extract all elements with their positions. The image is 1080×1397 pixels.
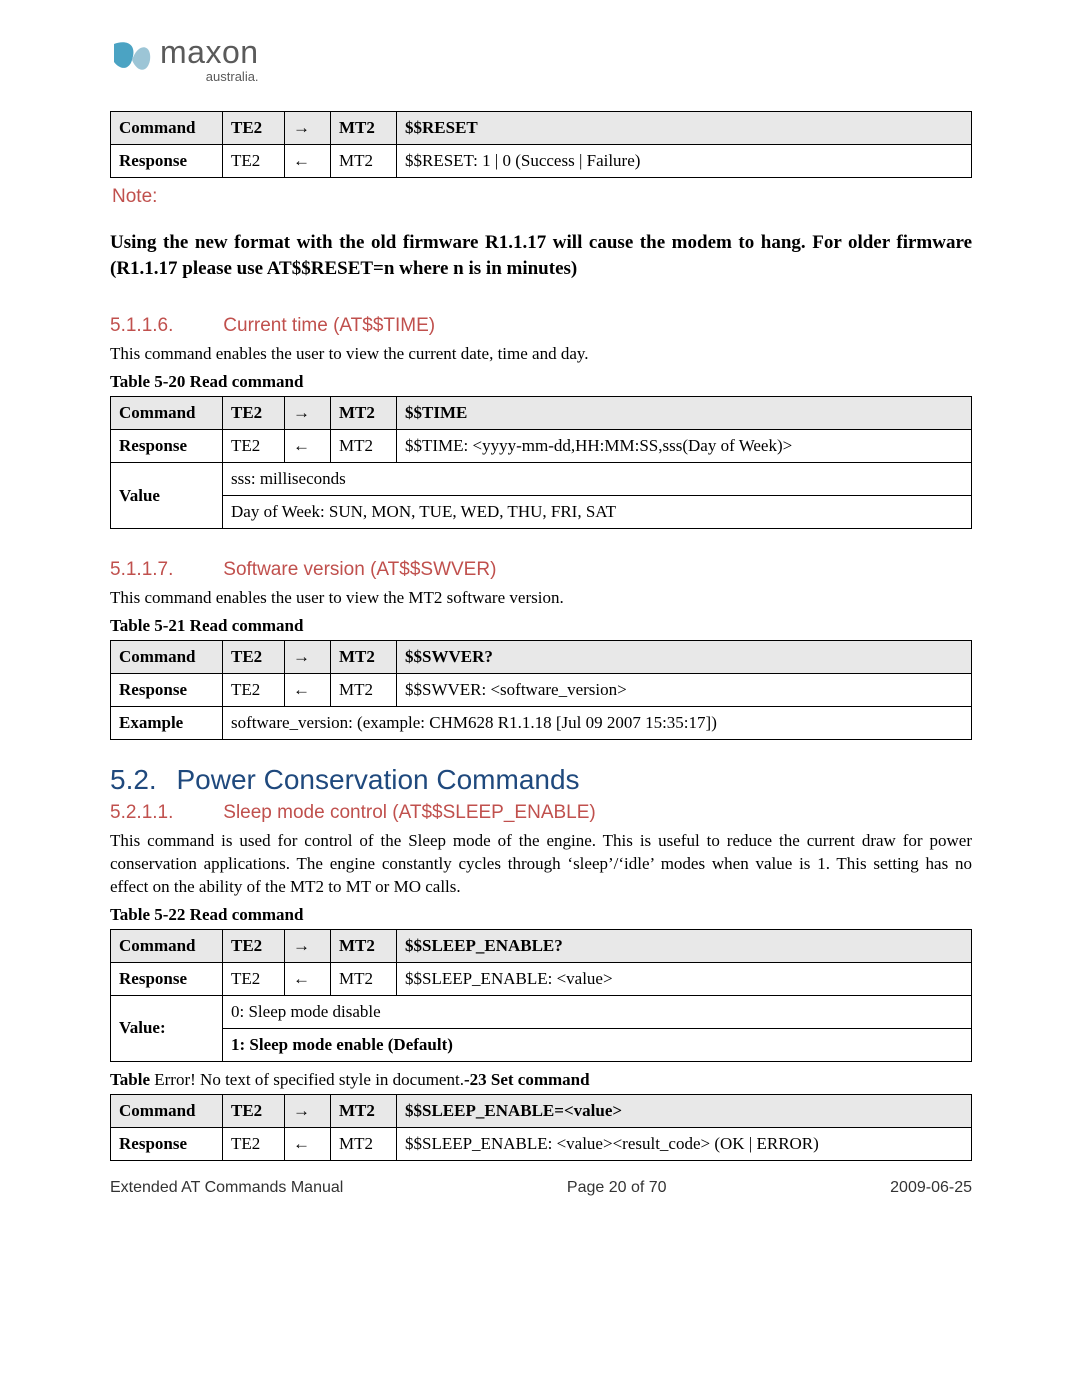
arrow-right-icon: → bbox=[285, 112, 331, 145]
heading-title: Software version (AT$$SWVER) bbox=[223, 559, 496, 580]
cell: $$RESET: 1 | 0 (Success | Failure) bbox=[397, 145, 972, 178]
footer-center: Page 20 of 70 bbox=[567, 1179, 667, 1197]
table-sleep-set: Command TE2 → MT2 $$SLEEP_ENABLE=<value>… bbox=[110, 1094, 972, 1161]
logo: maxon australia. bbox=[110, 36, 972, 83]
cell: MT2 bbox=[331, 674, 397, 707]
cell: $$TIME: <yyyy-mm-dd,HH:MM:SS,sss(Day of … bbox=[397, 430, 972, 463]
logo-brand: maxon bbox=[160, 36, 259, 68]
arrow-right-icon: → bbox=[285, 641, 331, 674]
warning-text: Using the new format with the old firmwa… bbox=[110, 230, 972, 281]
cell: MT2 bbox=[331, 962, 397, 995]
cell: $$SLEEP_ENABLE: <value> bbox=[397, 962, 972, 995]
cell: $$SWVER: <software_version> bbox=[397, 674, 972, 707]
arrow-left-icon: ← bbox=[285, 674, 331, 707]
cell: 1: Sleep mode enable (Default) bbox=[223, 1028, 972, 1061]
arrow-left-icon: ← bbox=[285, 145, 331, 178]
heading-time: 5.1.1.6. Current time (AT$$TIME) bbox=[110, 315, 972, 337]
heading-sleep: 5.2.1.1. Sleep mode control (AT$$SLEEP_E… bbox=[110, 802, 972, 824]
caption-swver: Table 5-21 Read command bbox=[110, 616, 972, 636]
cell: 0: Sleep mode disable bbox=[223, 995, 972, 1028]
cell: TE2 bbox=[223, 397, 285, 430]
cell: TE2 bbox=[223, 962, 285, 995]
cell: MT2 bbox=[331, 1127, 397, 1160]
cell: MT2 bbox=[331, 145, 397, 178]
cell: MT2 bbox=[331, 430, 397, 463]
cell: Response bbox=[111, 962, 223, 995]
desc-sleep: This command is used for control of the … bbox=[110, 830, 972, 899]
cell: sss: milliseconds bbox=[223, 463, 972, 496]
footer-right: 2009-06-25 bbox=[890, 1179, 972, 1197]
cell: MT2 bbox=[331, 641, 397, 674]
cell: MT2 bbox=[331, 397, 397, 430]
table-sleep-read: Command TE2 → MT2 $$SLEEP_ENABLE? Respon… bbox=[110, 929, 972, 1062]
cell: TE2 bbox=[223, 641, 285, 674]
cell: $$RESET bbox=[397, 112, 972, 145]
table-reset: Command TE2 → MT2 $$RESET Response TE2 ←… bbox=[110, 111, 972, 178]
logo-mark-icon bbox=[110, 38, 154, 82]
cell: Command bbox=[111, 1094, 223, 1127]
caption-time: Table 5-20 Read command bbox=[110, 372, 972, 392]
cell: TE2 bbox=[223, 145, 285, 178]
cell: MT2 bbox=[331, 1094, 397, 1127]
cell: MT2 bbox=[331, 929, 397, 962]
footer-left: Extended AT Commands Manual bbox=[110, 1179, 343, 1197]
logo-text: maxon australia. bbox=[160, 36, 259, 83]
cell: TE2 bbox=[223, 674, 285, 707]
cell: TE2 bbox=[223, 1127, 285, 1160]
cell: $$SLEEP_ENABLE? bbox=[397, 929, 972, 962]
table-swver: Command TE2 → MT2 $$SWVER? Response TE2 … bbox=[110, 640, 972, 740]
cell: Response bbox=[111, 674, 223, 707]
cell: TE2 bbox=[223, 1094, 285, 1127]
heading-title: Current time (AT$$TIME) bbox=[223, 315, 435, 336]
arrow-right-icon: → bbox=[285, 929, 331, 962]
caption-suffix: -23 Set command bbox=[464, 1070, 590, 1089]
cell: Command bbox=[111, 929, 223, 962]
cell: $$SLEEP_ENABLE=<value> bbox=[397, 1094, 972, 1127]
caption-prefix: Table bbox=[110, 1070, 154, 1089]
cell: Response bbox=[111, 430, 223, 463]
cell: TE2 bbox=[223, 929, 285, 962]
desc-swver: This command enables the user to view th… bbox=[110, 587, 972, 610]
cell: Command bbox=[111, 112, 223, 145]
arrow-left-icon: ← bbox=[285, 962, 331, 995]
cell: TE2 bbox=[223, 430, 285, 463]
page-footer: Extended AT Commands Manual Page 20 of 7… bbox=[110, 1179, 972, 1197]
cell: Example bbox=[111, 707, 223, 740]
heading-num: 5.1.1.6. bbox=[110, 315, 218, 337]
cell: Response bbox=[111, 145, 223, 178]
heading-swver: 5.1.1.7. Software version (AT$$SWVER) bbox=[110, 559, 972, 581]
heading-title: Sleep mode control (AT$$SLEEP_ENABLE) bbox=[223, 802, 595, 823]
heading-num: 5.2.1.1. bbox=[110, 802, 218, 824]
cell: $$TIME bbox=[397, 397, 972, 430]
heading-num: 5.1.1.7. bbox=[110, 559, 218, 581]
note-label: Note: bbox=[112, 186, 972, 208]
cell: Command bbox=[111, 641, 223, 674]
logo-sub: australia. bbox=[160, 70, 259, 83]
arrow-right-icon: → bbox=[285, 397, 331, 430]
cell: $$SLEEP_ENABLE: <value><result_code> (OK… bbox=[397, 1127, 972, 1160]
cell: MT2 bbox=[331, 112, 397, 145]
arrow-left-icon: ← bbox=[285, 1127, 331, 1160]
cell: Day of Week: SUN, MON, TUE, WED, THU, FR… bbox=[223, 496, 972, 529]
cell: Value: bbox=[111, 995, 223, 1061]
cell: Response bbox=[111, 1127, 223, 1160]
caption-sleep-set: Table Error! No text of specified style … bbox=[110, 1070, 972, 1090]
heading-title: Power Conservation Commands bbox=[176, 764, 579, 795]
caption-sleep-read: Table 5-22 Read command bbox=[110, 905, 972, 925]
heading-num: 5.2. bbox=[110, 764, 157, 796]
page: maxon australia. Command TE2 → MT2 $$RES… bbox=[0, 0, 1080, 1397]
cell: Command bbox=[111, 397, 223, 430]
arrow-right-icon: → bbox=[285, 1094, 331, 1127]
cell: Value bbox=[111, 463, 223, 529]
table-time: Command TE2 → MT2 $$TIME Response TE2 ← … bbox=[110, 396, 972, 529]
cell: software_version: (example: CHM628 R1.1.… bbox=[223, 707, 972, 740]
cell: $$SWVER? bbox=[397, 641, 972, 674]
arrow-left-icon: ← bbox=[285, 430, 331, 463]
cell: TE2 bbox=[223, 112, 285, 145]
heading-power-conservation: 5.2. Power Conservation Commands bbox=[110, 764, 972, 796]
caption-error: Error! No text of specified style in doc… bbox=[154, 1070, 464, 1089]
desc-time: This command enables the user to view th… bbox=[110, 343, 972, 366]
